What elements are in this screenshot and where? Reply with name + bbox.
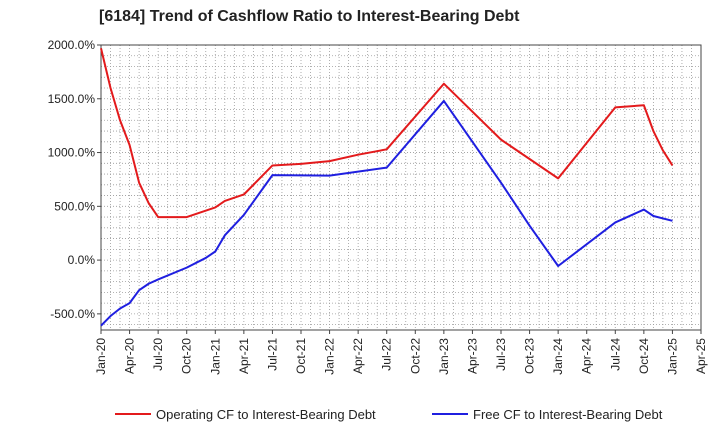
x-tick-label: Jul-24 bbox=[608, 338, 622, 371]
x-tick-label: Apr-24 bbox=[580, 338, 594, 374]
x-tick-label: Apr-22 bbox=[351, 338, 365, 374]
series-line-1 bbox=[100, 47, 674, 219]
x-tick-label: Jan-23 bbox=[437, 338, 451, 375]
y-tick-label: 2000.0% bbox=[48, 38, 96, 52]
y-tick-label: 1500.0% bbox=[48, 92, 96, 106]
x-tick-label: Jul-22 bbox=[380, 338, 394, 371]
x-tick-label: Oct-21 bbox=[294, 338, 308, 374]
x-tick-label: Jul-21 bbox=[265, 338, 279, 371]
x-tick-label: Jan-22 bbox=[323, 338, 337, 375]
chart-title: [6184] Trend of Cashflow Ratio to Intere… bbox=[99, 8, 520, 25]
y-tick-label: -500.0% bbox=[50, 307, 95, 321]
x-tick-label: Apr-23 bbox=[465, 338, 479, 374]
legend-label: Free CF to Interest-Bearing Debt bbox=[473, 407, 663, 422]
x-tick-label: Jan-20 bbox=[94, 338, 108, 375]
x-tick-label: Oct-22 bbox=[408, 338, 422, 374]
legend-label: Operating CF to Interest-Bearing Debt bbox=[156, 407, 376, 422]
x-tick-label: Jul-23 bbox=[494, 338, 508, 371]
x-tick-label: Jul-20 bbox=[151, 338, 165, 371]
y-tick-label: 1000.0% bbox=[48, 146, 96, 160]
plot-frame bbox=[100, 44, 702, 331]
y-tick-label: 500.0% bbox=[54, 199, 95, 213]
x-tick-label: Jan-25 bbox=[665, 338, 679, 375]
x-tick-label: Jan-21 bbox=[208, 338, 222, 375]
x-tick-label: Apr-25 bbox=[694, 338, 708, 374]
x-tick-label: Oct-23 bbox=[523, 338, 537, 374]
x-tick-label: Oct-24 bbox=[637, 338, 651, 374]
y-tick-label: 0.0% bbox=[68, 253, 96, 267]
x-tick-label: Jan-24 bbox=[551, 338, 565, 375]
x-tick-label: Oct-20 bbox=[180, 338, 194, 374]
x-tick-label: Apr-21 bbox=[237, 338, 251, 374]
series-line-2 bbox=[100, 99, 673, 327]
x-tick-label: Apr-20 bbox=[123, 338, 137, 374]
